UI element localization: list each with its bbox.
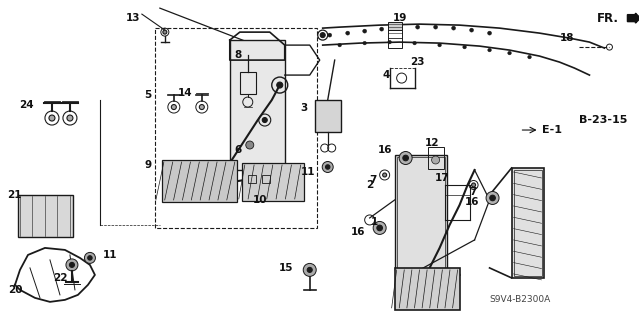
- Circle shape: [363, 41, 367, 45]
- Circle shape: [488, 48, 492, 52]
- Text: 13: 13: [125, 13, 140, 23]
- Circle shape: [403, 155, 408, 161]
- Bar: [262, 175, 269, 183]
- Circle shape: [262, 117, 268, 122]
- Text: 12: 12: [424, 138, 439, 148]
- Circle shape: [338, 43, 342, 47]
- Circle shape: [84, 252, 95, 263]
- Bar: [155, 28, 317, 228]
- Text: 4: 4: [383, 70, 390, 80]
- Circle shape: [431, 156, 440, 164]
- Bar: [397, 157, 445, 268]
- Bar: [388, 30, 402, 48]
- Circle shape: [328, 33, 332, 37]
- Circle shape: [303, 263, 316, 276]
- Circle shape: [322, 161, 333, 173]
- Circle shape: [490, 195, 495, 201]
- Text: 16: 16: [378, 145, 392, 155]
- Circle shape: [463, 45, 467, 49]
- Text: 24: 24: [19, 100, 33, 110]
- Bar: [511, 168, 543, 278]
- Bar: [428, 147, 444, 169]
- Circle shape: [397, 26, 402, 30]
- Circle shape: [66, 259, 78, 271]
- Text: E-1: E-1: [541, 125, 561, 135]
- Circle shape: [276, 82, 283, 88]
- Circle shape: [326, 165, 330, 169]
- Circle shape: [508, 51, 511, 55]
- Bar: [242, 163, 304, 201]
- Circle shape: [246, 141, 254, 149]
- Text: 11: 11: [300, 167, 315, 177]
- Circle shape: [346, 31, 349, 35]
- Text: 7: 7: [369, 175, 376, 185]
- Circle shape: [49, 115, 55, 121]
- Circle shape: [67, 115, 73, 121]
- Text: 19: 19: [392, 13, 407, 23]
- Bar: [240, 72, 256, 94]
- Circle shape: [388, 40, 392, 44]
- Bar: [162, 160, 237, 202]
- Text: 14: 14: [177, 88, 192, 98]
- Bar: [388, 22, 402, 30]
- Bar: [18, 195, 73, 237]
- Text: 15: 15: [278, 263, 293, 273]
- Circle shape: [199, 105, 204, 109]
- Circle shape: [528, 55, 531, 59]
- Circle shape: [172, 105, 177, 109]
- Text: B-23-15: B-23-15: [579, 115, 628, 125]
- Text: 10: 10: [253, 195, 267, 205]
- Circle shape: [163, 30, 167, 34]
- FancyArrow shape: [627, 13, 640, 23]
- Bar: [513, 170, 541, 276]
- Text: 5: 5: [144, 90, 152, 100]
- Circle shape: [486, 191, 499, 204]
- Text: 6: 6: [234, 145, 241, 155]
- Circle shape: [307, 267, 312, 272]
- Bar: [230, 40, 285, 170]
- Text: 20: 20: [8, 285, 22, 295]
- Circle shape: [472, 183, 476, 187]
- Bar: [248, 175, 256, 183]
- Text: 17: 17: [435, 173, 450, 183]
- Circle shape: [434, 25, 438, 29]
- Text: 7: 7: [469, 187, 476, 197]
- Bar: [315, 100, 340, 132]
- Circle shape: [383, 173, 387, 177]
- Text: 11: 11: [102, 250, 117, 260]
- Bar: [395, 268, 460, 310]
- Text: 22: 22: [52, 273, 67, 283]
- Text: 3: 3: [300, 103, 307, 113]
- Text: 1: 1: [371, 217, 378, 227]
- Circle shape: [438, 43, 442, 47]
- Text: 8: 8: [234, 50, 241, 60]
- Circle shape: [363, 29, 367, 33]
- Circle shape: [470, 28, 474, 32]
- Text: 16: 16: [465, 197, 479, 207]
- Bar: [395, 155, 447, 270]
- Circle shape: [488, 31, 492, 35]
- Circle shape: [413, 41, 417, 45]
- Text: 18: 18: [560, 33, 575, 43]
- Circle shape: [88, 256, 92, 260]
- Text: 9: 9: [144, 160, 152, 170]
- Circle shape: [452, 26, 456, 30]
- Circle shape: [380, 27, 383, 31]
- Text: 2: 2: [366, 180, 373, 190]
- Text: S9V4-B2300A: S9V4-B2300A: [490, 295, 551, 304]
- Circle shape: [320, 33, 325, 38]
- Text: 21: 21: [7, 190, 21, 200]
- Text: 23: 23: [410, 57, 425, 67]
- Circle shape: [69, 263, 74, 267]
- Circle shape: [399, 152, 412, 165]
- Text: FR.: FR.: [596, 11, 618, 25]
- Circle shape: [377, 225, 383, 231]
- Circle shape: [373, 221, 386, 234]
- Text: 16: 16: [351, 227, 365, 237]
- Circle shape: [415, 25, 420, 29]
